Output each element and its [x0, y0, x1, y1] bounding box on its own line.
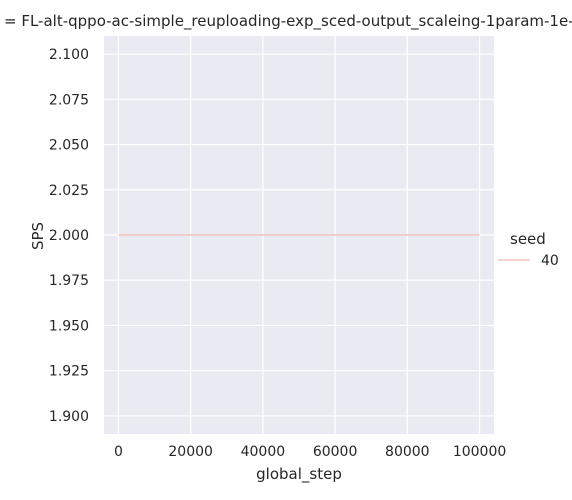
y-tick-label: 2.075 — [49, 92, 89, 108]
x-tick-label: 60000 — [313, 444, 358, 460]
y-tick-label: 1.950 — [49, 318, 89, 334]
chart-title: = FL-alt-qppo-ac-simple_reuploading-exp_… — [4, 12, 572, 31]
x-axis-label: global_step — [256, 465, 342, 484]
y-tick-label: 2.050 — [49, 138, 89, 154]
legend-title: seed — [510, 230, 546, 248]
legend-label-40: 40 — [541, 253, 559, 269]
x-tick-label: 20000 — [168, 444, 213, 460]
y-tick-label: 2.100 — [49, 47, 89, 63]
y-tick-label: 1.925 — [49, 364, 89, 380]
x-tick-label: 100000 — [453, 444, 506, 460]
y-tick-label: 1.900 — [49, 409, 89, 425]
legend: seed 40 — [498, 230, 559, 269]
x-tick-label: 0 — [114, 444, 123, 460]
y-axis-label: SPS — [29, 222, 47, 250]
x-tick-labels: 0 20000 40000 60000 80000 100000 — [114, 444, 506, 460]
x-tick-label: 80000 — [385, 444, 430, 460]
y-tick-label: 2.000 — [49, 228, 89, 244]
y-tick-label: 2.025 — [49, 183, 89, 199]
y-tick-label: 1.975 — [49, 273, 89, 289]
x-tick-label: 40000 — [241, 444, 286, 460]
y-tick-labels: 1.900 1.925 1.950 1.975 2.000 2.025 2.050 2.075… — [49, 47, 89, 425]
